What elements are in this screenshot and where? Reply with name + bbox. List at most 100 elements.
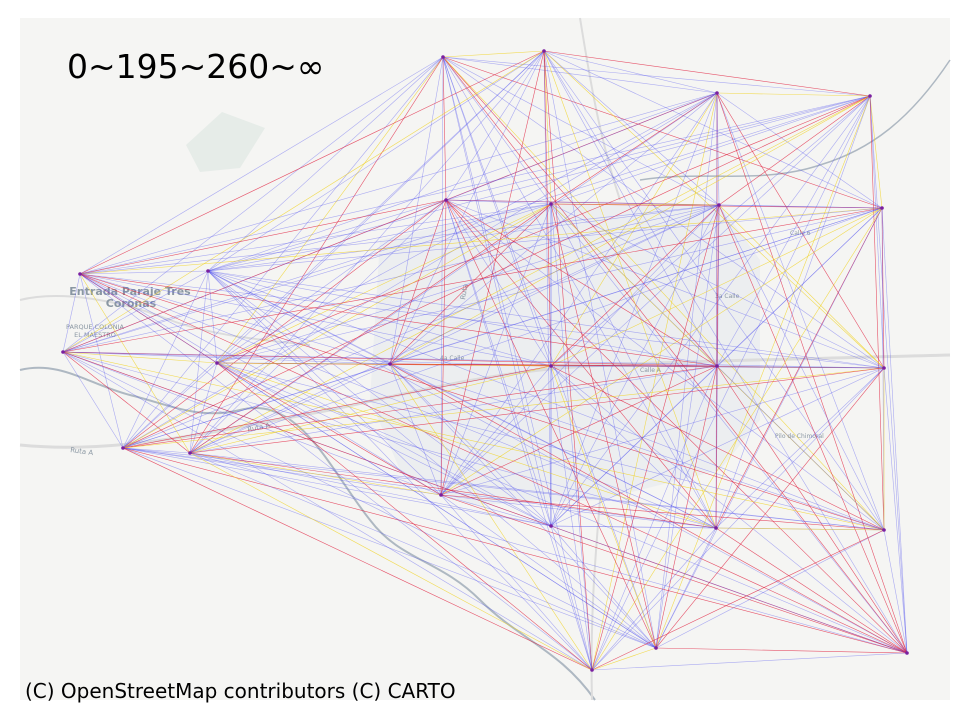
- flow-edge: [189, 207, 883, 454]
- flow-edge: [389, 207, 883, 365]
- flow-edge: [591, 527, 717, 671]
- road-ruta-center: Ruta: [459, 283, 470, 300]
- flow-edge: [440, 95, 871, 496]
- road-3a-calle: 3a Calle: [715, 293, 740, 300]
- flow-edge: [62, 270, 209, 353]
- flow-edge: [207, 95, 871, 272]
- flow-edge: [79, 207, 883, 275]
- flow-edge: [189, 363, 391, 454]
- flow-edge: [62, 351, 593, 671]
- network-node: [61, 350, 65, 354]
- flow-edge: [550, 525, 593, 671]
- flow-edge: [543, 50, 593, 671]
- flow-edge: [655, 529, 885, 649]
- flow-edge: [79, 56, 444, 275]
- flow-edge: [716, 95, 871, 367]
- flow-edge: [189, 452, 657, 649]
- flow-edge: [445, 199, 883, 209]
- flow-edge: [655, 207, 883, 649]
- flow-edge: [718, 204, 885, 369]
- flow-edge: [715, 527, 908, 654]
- flow-edge: [543, 50, 718, 94]
- network-node: [549, 364, 553, 368]
- flow-edge: [718, 204, 908, 654]
- flow-edge: [207, 270, 657, 649]
- flow-edge: [550, 365, 718, 527]
- legend-bins: 0~195~260~∞: [67, 47, 325, 86]
- flow-edge: [189, 95, 871, 454]
- flow-edge: [655, 367, 885, 649]
- flow-edge: [189, 452, 908, 654]
- flow-edge: [543, 50, 720, 206]
- flow-edge: [79, 270, 209, 275]
- flow-edge: [62, 204, 720, 353]
- road-pilo-chimoral: Pilo de Chimoral: [775, 433, 824, 440]
- flow-edge: [445, 92, 718, 201]
- flow-edge: [550, 92, 718, 205]
- place-entrada: Entrada Paraje Tres: [69, 285, 191, 298]
- flow-edge: [440, 365, 718, 496]
- flow-edge: [79, 199, 447, 275]
- flow-edge: [207, 270, 885, 369]
- flow-edge: [62, 351, 908, 654]
- flow-edge: [122, 363, 391, 449]
- flow-edge: [122, 95, 871, 449]
- flow-edge: [189, 50, 545, 454]
- flow-edge: [543, 50, 885, 531]
- flow-edge: [442, 56, 717, 529]
- flow-edge: [550, 365, 657, 649]
- network-node: [206, 269, 210, 273]
- place-el-maestro: EL MAESTRO: [74, 331, 116, 339]
- flow-edge: [445, 199, 908, 654]
- flow-edge: [440, 50, 545, 496]
- flow-edge: [122, 447, 593, 671]
- flow-edge: [207, 199, 447, 272]
- flow-edge: [207, 270, 718, 367]
- flow-edge: [442, 56, 718, 367]
- river-east: [639, 59, 951, 181]
- flow-edge: [189, 56, 444, 454]
- flow-edge: [207, 56, 444, 272]
- flow-edge: [122, 204, 720, 449]
- flow-edge: [869, 95, 883, 209]
- flow-edge: [389, 363, 442, 496]
- flow-edge: [79, 273, 593, 671]
- flow-edge: [550, 203, 908, 654]
- flow-edge: [79, 50, 545, 275]
- flow-edge: [442, 56, 885, 531]
- flow-edge: [550, 92, 718, 527]
- flow-edge: [216, 362, 657, 649]
- flow-edge: [550, 525, 717, 529]
- flow-edge: [389, 204, 720, 365]
- flow-edge: [79, 95, 871, 275]
- flow-edge: [883, 367, 908, 654]
- flow-edge: [62, 351, 885, 369]
- flow-edge: [881, 207, 885, 369]
- flow-edge: [216, 50, 545, 364]
- flow-edge: [716, 365, 885, 531]
- flow-edge: [440, 92, 718, 496]
- flow-edge: [207, 270, 552, 527]
- road-ruta-a-west: Ruta A: [70, 446, 94, 457]
- flow-edge: [189, 452, 885, 531]
- flow-edge: [79, 273, 124, 449]
- flow-edge: [389, 50, 545, 365]
- flow-edge: [216, 207, 883, 364]
- flow-edge: [79, 273, 191, 454]
- flow-edge: [543, 50, 883, 209]
- flow-edge: [207, 270, 885, 531]
- flow-edge: [79, 273, 885, 369]
- flow-edge: [216, 204, 720, 364]
- flow-edge: [442, 56, 657, 649]
- flow-edge: [389, 95, 871, 365]
- flow-edge: [122, 207, 883, 449]
- network-node: [905, 651, 909, 655]
- flow-edge: [79, 273, 552, 367]
- flow-edge: [389, 363, 717, 529]
- flow-edge: [216, 362, 442, 496]
- flow-edge: [445, 199, 552, 527]
- flow-edge: [715, 207, 883, 529]
- flow-edge: [122, 92, 718, 449]
- flow-edge: [122, 203, 552, 449]
- flow-edge: [122, 50, 545, 449]
